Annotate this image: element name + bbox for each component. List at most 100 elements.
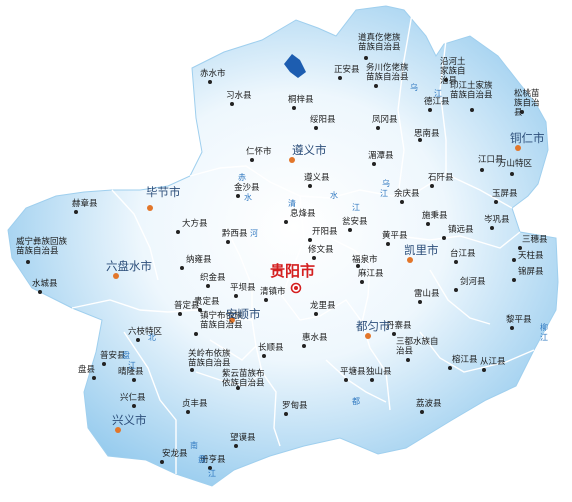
county-label: 大方县 (182, 218, 208, 229)
county-label: 镇宁布依族苗族自治县 (200, 310, 243, 331)
county-label: 镇远县 (448, 224, 474, 235)
county-label: 三穗县 (522, 234, 548, 245)
county-label: 三都水族自治县 (396, 336, 439, 357)
prefecture-label: 遵义市 (292, 143, 327, 157)
county-label: 黄平县 (382, 230, 408, 241)
county-label: 桐梓县 (288, 94, 314, 105)
county-label: 余庆县 (394, 188, 420, 199)
county-label: 赫章县 (72, 198, 98, 209)
county-label: 罗甸县 (282, 400, 308, 411)
county-label: 道真仡佬族苗族自治县 (358, 32, 401, 53)
river-label: 江 (208, 469, 216, 478)
prefecture-label: 兴义市 (112, 413, 147, 427)
county-label: 德江县 (424, 96, 450, 107)
county-label: 务川仡佬族苗族自治县 (366, 62, 409, 83)
county-markers (26, 56, 524, 470)
prefecture-label: 六盘水市 (106, 259, 152, 273)
county-label: 黎平县 (506, 314, 532, 325)
county-label: 晴隆县 (118, 366, 144, 377)
county-label: 修文县 (308, 244, 334, 255)
river-label: 水 (330, 190, 338, 200)
county-label: 金沙县 (234, 182, 260, 193)
county-borders (71, 13, 535, 474)
county-label: 望谟县 (230, 432, 256, 443)
county-label: 贵定县 (194, 296, 220, 307)
capital-marker (290, 282, 302, 294)
county-label: 册亨县 (200, 454, 226, 465)
county-label: 纳雍县 (186, 254, 212, 265)
prefecture-label: 安顺市 (226, 307, 261, 321)
county-label: 长顺县 (258, 342, 284, 353)
county-label: 贞丰县 (182, 398, 208, 409)
county-label: 瓮安县 (342, 216, 368, 227)
county-label: 水城县 (32, 278, 58, 289)
river-label: 河 (250, 228, 258, 238)
county-label: 六枝特区 (128, 326, 163, 337)
county-label: 麻江县 (358, 268, 384, 279)
county-label: 松桃苗族自治县 (514, 88, 540, 118)
county-label: 荔波县 (416, 398, 442, 409)
county-label: 织金县 (200, 272, 226, 283)
county-label: 惠水县 (302, 332, 328, 343)
county-label: 习水县 (226, 90, 252, 101)
county-label: 石阡县 (428, 173, 454, 183)
county-label: 施秉县 (422, 210, 448, 221)
county-label: 关岭布依族苗族自治县 (188, 348, 231, 369)
river-label: 江 (352, 203, 360, 212)
county-label: 威宁彝族回族苗族自治县 (16, 236, 68, 257)
river-label: 都 (352, 397, 360, 406)
county-label: 榕江县 (452, 354, 478, 365)
county-label: 安龙县 (162, 448, 188, 459)
county-label: 台江县 (450, 248, 476, 259)
county-label: 兴仁县 (120, 392, 146, 403)
county-label: 思南县 (414, 128, 440, 139)
county-label: 岑巩县 (484, 214, 510, 225)
river-label: 南 (190, 440, 198, 450)
province-outline (7, 5, 559, 487)
river-label: 乌 (410, 82, 418, 92)
county-label: 普安县 (100, 350, 126, 361)
river-label: 盘 (198, 454, 206, 464)
county-label: 开阳县 (312, 227, 338, 237)
river-label: 江 (434, 89, 442, 98)
county-label: 遵义县 (304, 172, 330, 183)
prefecture-label: 铜仁市 (510, 131, 545, 145)
county-label: 丹寨县 (386, 320, 412, 331)
county-label: 普定县 (174, 300, 200, 311)
river-label: 江 (380, 189, 388, 198)
county-label: 锦屏县 (518, 266, 544, 277)
county-label: 黔西县 (222, 228, 248, 239)
county-label: 仁怀市 (246, 146, 272, 157)
county-label: 绥阳县 (310, 114, 336, 125)
prefecture-markers (113, 145, 521, 433)
county-label: 江口县 (478, 155, 504, 165)
county-label: 息烽县 (290, 208, 316, 219)
county-label: 雷山县 (414, 288, 440, 299)
lake (284, 54, 306, 78)
county-label: 剑河县 (460, 276, 486, 287)
capital-label: 贵阳市 (270, 262, 315, 280)
river-label: 清 (288, 198, 296, 208)
county-label: 盘县 (78, 364, 96, 375)
river-label: 盘 (122, 350, 130, 360)
county-label: 龙里县 (310, 300, 336, 311)
county-label: 平塘县 (340, 366, 366, 377)
county-label: 从江县 (480, 357, 506, 367)
county-label: 天柱县 (518, 250, 544, 261)
river-label: 水 (244, 192, 252, 202)
county-label: 赤水市 (200, 68, 226, 79)
county-label: 万山特区 (498, 158, 533, 169)
county-label: 平坝县 (230, 283, 256, 293)
prefecture-label: 凯里市 (404, 243, 439, 257)
river-label: 江 (128, 361, 136, 370)
river-label: 北 (148, 333, 156, 342)
county-label: 独山县 (366, 366, 392, 377)
county-label: 玉屏县 (492, 189, 518, 199)
county-label: 紫云苗族布依族自治县 (222, 368, 265, 389)
river-label: 赤 (238, 173, 246, 182)
prefecture-label: 都匀市 (356, 319, 391, 333)
